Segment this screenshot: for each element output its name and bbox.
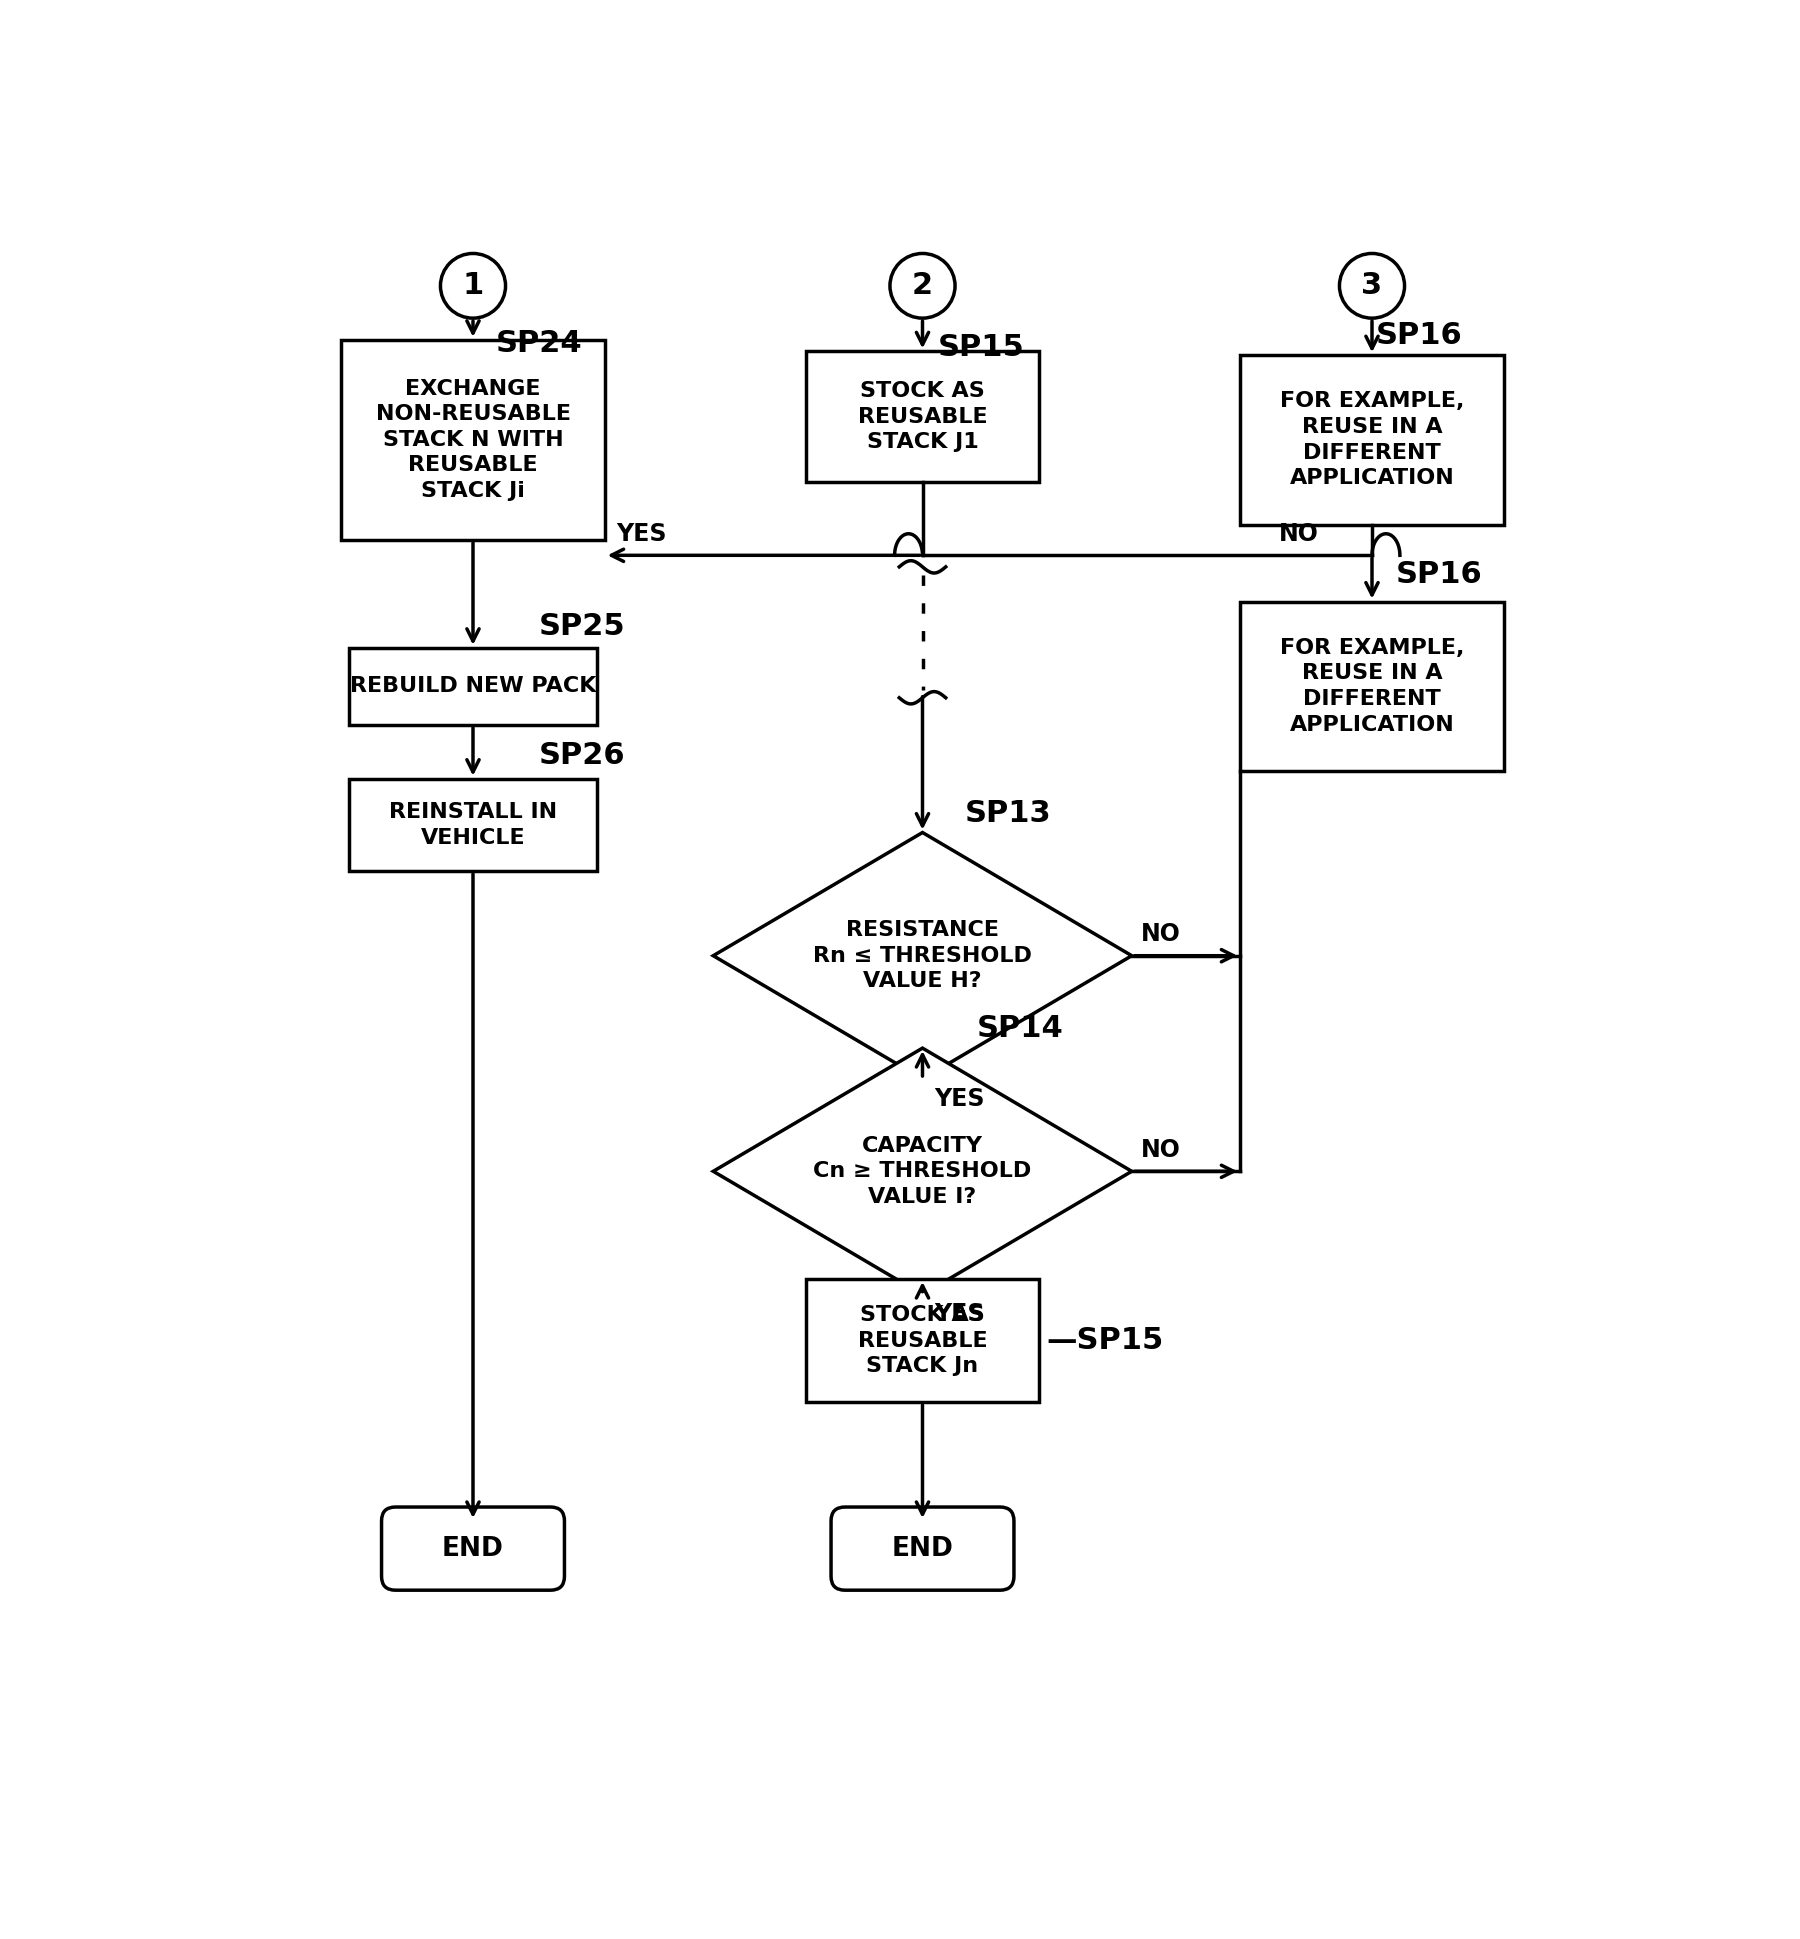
Text: CAPACITY
Cn ≥ THRESHOLD
VALUE I?: CAPACITY Cn ≥ THRESHOLD VALUE I? bbox=[814, 1136, 1031, 1206]
Text: NO: NO bbox=[1141, 923, 1181, 946]
Text: REINSTALL IN
VEHICLE: REINSTALL IN VEHICLE bbox=[389, 803, 556, 847]
Text: SP14: SP14 bbox=[977, 1014, 1064, 1043]
FancyBboxPatch shape bbox=[832, 1507, 1013, 1590]
Text: YES: YES bbox=[616, 522, 666, 547]
Text: 3: 3 bbox=[1361, 271, 1382, 301]
FancyBboxPatch shape bbox=[382, 1507, 565, 1590]
Circle shape bbox=[441, 254, 506, 318]
Circle shape bbox=[1339, 254, 1404, 318]
Text: SP16: SP16 bbox=[1395, 560, 1481, 589]
Text: SP26: SP26 bbox=[538, 741, 626, 770]
Text: EXCHANGE
NON-REUSABLE
STACK N WITH
REUSABLE
STACK Ji: EXCHANGE NON-REUSABLE STACK N WITH REUSA… bbox=[376, 378, 571, 500]
FancyBboxPatch shape bbox=[806, 351, 1039, 483]
FancyBboxPatch shape bbox=[1240, 355, 1503, 525]
FancyBboxPatch shape bbox=[1240, 601, 1503, 772]
Text: FOR EXAMPLE,
REUSE IN A
DIFFERENT
APPLICATION: FOR EXAMPLE, REUSE IN A DIFFERENT APPLIC… bbox=[1280, 638, 1463, 735]
Text: RESISTANCE
Rn ≤ THRESHOLD
VALUE H?: RESISTANCE Rn ≤ THRESHOLD VALUE H? bbox=[814, 921, 1031, 991]
Text: REBUILD NEW PACK: REBUILD NEW PACK bbox=[349, 677, 596, 696]
Text: 1: 1 bbox=[463, 271, 484, 301]
Text: STOCK AS
REUSABLE
STACK Jn: STOCK AS REUSABLE STACK Jn bbox=[857, 1305, 988, 1377]
Text: SP24: SP24 bbox=[497, 330, 583, 359]
FancyBboxPatch shape bbox=[806, 1280, 1039, 1402]
Polygon shape bbox=[713, 1049, 1132, 1295]
Text: NO: NO bbox=[1141, 1138, 1181, 1161]
FancyBboxPatch shape bbox=[349, 779, 598, 871]
Text: NO: NO bbox=[1280, 522, 1319, 547]
Text: 2: 2 bbox=[913, 271, 932, 301]
Circle shape bbox=[889, 254, 956, 318]
Text: YES: YES bbox=[934, 1086, 985, 1111]
Text: END: END bbox=[891, 1536, 954, 1561]
Text: —SP15: —SP15 bbox=[1046, 1326, 1165, 1355]
Text: SP13: SP13 bbox=[965, 799, 1051, 828]
Text: SP25: SP25 bbox=[538, 611, 626, 640]
Text: YES: YES bbox=[934, 1303, 985, 1326]
Polygon shape bbox=[713, 832, 1132, 1078]
Text: SP16: SP16 bbox=[1375, 322, 1463, 351]
Text: FOR EXAMPLE,
REUSE IN A
DIFFERENT
APPLICATION: FOR EXAMPLE, REUSE IN A DIFFERENT APPLIC… bbox=[1280, 392, 1463, 489]
FancyBboxPatch shape bbox=[342, 339, 605, 539]
Text: SP15: SP15 bbox=[938, 334, 1024, 363]
Text: END: END bbox=[443, 1536, 504, 1561]
Text: STOCK AS
REUSABLE
STACK J1: STOCK AS REUSABLE STACK J1 bbox=[857, 382, 988, 452]
FancyBboxPatch shape bbox=[349, 648, 598, 725]
